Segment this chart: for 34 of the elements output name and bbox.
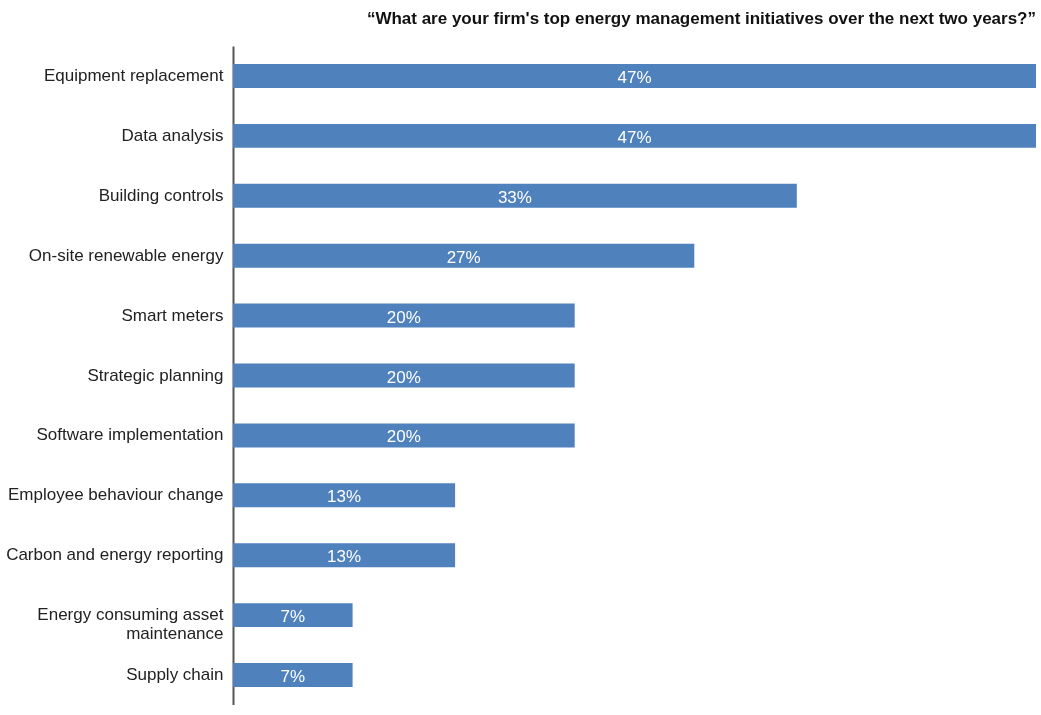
bar: [233, 303, 575, 328]
data-label: 13%: [327, 487, 362, 507]
y-tick-label: On-site renewable energy: [28, 245, 224, 265]
data-label: 20%: [386, 427, 421, 447]
bar: [233, 543, 456, 568]
data-label: 27%: [446, 247, 481, 267]
bar: [233, 603, 353, 628]
data-label: 47%: [617, 67, 652, 87]
data-label: 20%: [386, 367, 421, 387]
data-label: 33%: [497, 187, 532, 207]
bar: [233, 123, 1036, 148]
y-tick-label: Supply chain: [126, 665, 224, 685]
y-tick-label: Equipment replacement: [43, 65, 224, 85]
y-tick-label: Data analysis: [121, 125, 224, 145]
bar: [233, 183, 797, 208]
y-tick-label: Strategic planning: [87, 365, 224, 385]
data-label: 7%: [280, 607, 306, 627]
y-tick-label: Software implementation: [36, 425, 224, 445]
data-label: 20%: [386, 307, 421, 327]
bar: [233, 243, 695, 268]
y-tick-label: Carbon and energy reporting: [6, 545, 224, 565]
bar: [233, 363, 575, 388]
chart-title: “What are your firm's top energy management initiatives over the next two years?”: [366, 9, 1036, 28]
data-label: 13%: [327, 547, 362, 567]
bar: [233, 423, 575, 448]
y-tick-label: Energy consuming asset maintenance: [37, 605, 224, 644]
bar: [233, 63, 1036, 88]
y-tick-label: Building controls: [98, 185, 224, 205]
data-label: 47%: [617, 127, 652, 147]
bar: [233, 663, 353, 688]
data-label: 7%: [280, 667, 306, 687]
y-tick-label: Smart meters: [121, 305, 224, 325]
bar: [233, 483, 456, 508]
y-tick-label: Employee behaviour change: [8, 485, 224, 505]
